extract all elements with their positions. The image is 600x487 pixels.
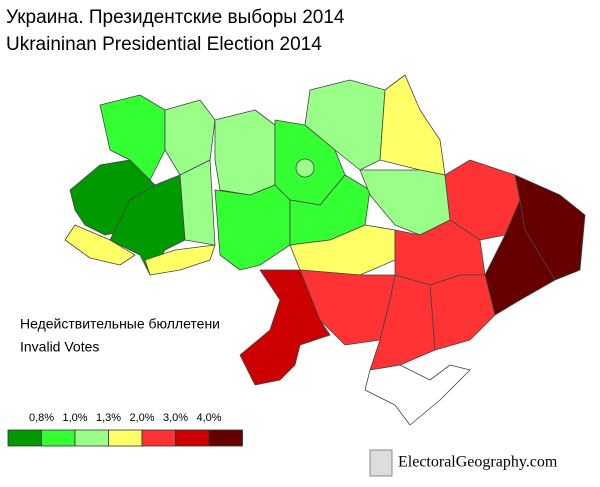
watermark: ElectoralGeography.com — [369, 449, 558, 477]
region — [239, 269, 331, 386]
legend-swatch — [141, 429, 176, 447]
region — [429, 274, 496, 351]
legend-swatch — [74, 429, 109, 447]
caption-en: Invalid Votes — [20, 339, 99, 355]
region — [144, 244, 216, 276]
legend-swatch — [7, 429, 42, 447]
region — [64, 224, 136, 266]
legend-label: 1,3% — [96, 412, 121, 424]
legend-swatch — [208, 429, 243, 447]
legend: 0,8% 1,0% 1,3% 2,0% 3,0% 4,0% — [7, 412, 243, 447]
crimea — [364, 364, 471, 426]
region — [214, 109, 276, 196]
region — [304, 79, 386, 171]
region — [295, 158, 315, 178]
legend-swatch — [175, 429, 210, 447]
logo — [369, 449, 393, 477]
region — [359, 169, 451, 236]
region — [109, 174, 186, 276]
region — [214, 184, 291, 271]
legend-label: 0,8% — [29, 412, 54, 424]
legend-label: 1,0% — [62, 412, 87, 424]
region — [379, 74, 446, 176]
watermark-text: ElectoralGeography.com — [398, 454, 558, 471]
legend-swatch — [41, 429, 76, 447]
subtitle: Ukraininan Presidential Election 2014 — [6, 34, 322, 55]
legend-label: 2,0% — [129, 412, 154, 424]
region — [99, 94, 166, 181]
legend-swatch — [108, 429, 143, 447]
legend-label: 4,0% — [196, 412, 221, 424]
legend-label: 3,0% — [163, 412, 188, 424]
region — [179, 159, 216, 246]
caption-ru: Недействительные бюллетени — [20, 316, 220, 332]
map — [64, 74, 586, 426]
title: Украина. Президентские выборы 2014 — [6, 7, 345, 28]
